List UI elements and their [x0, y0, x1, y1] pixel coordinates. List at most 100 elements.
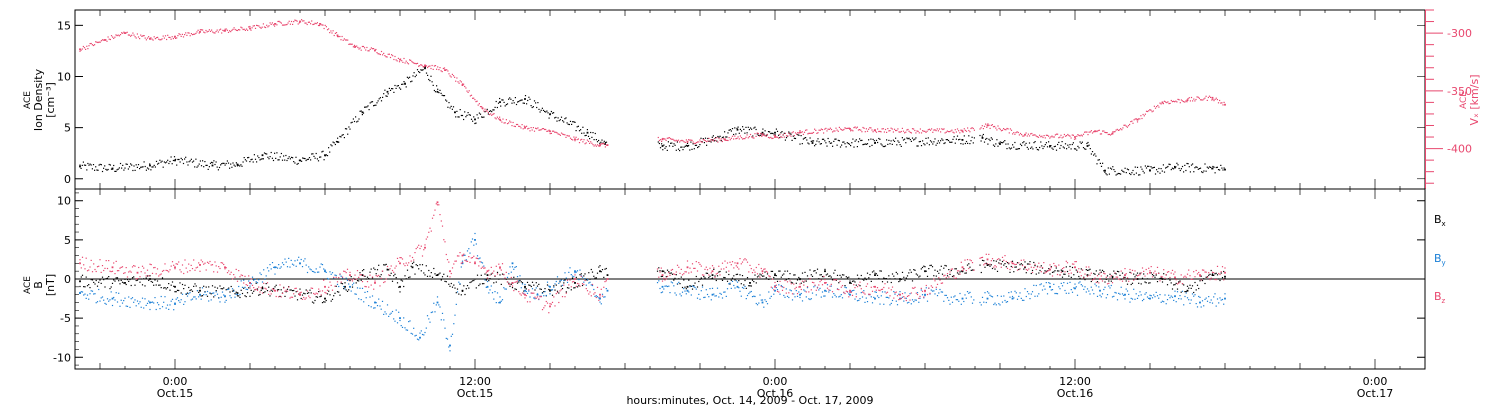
by-sample — [139, 301, 140, 302]
bz-sample — [142, 266, 143, 267]
by-sample — [1028, 293, 1029, 294]
density-sample — [1075, 148, 1076, 149]
density-sample — [1200, 168, 1201, 169]
density-sample — [1020, 144, 1021, 145]
bz-sample — [909, 300, 910, 301]
density-sample — [687, 143, 688, 144]
bx-sample — [553, 285, 554, 286]
bz-sample — [836, 279, 837, 280]
vx-sample — [272, 22, 273, 23]
by-sample — [149, 309, 150, 310]
bz-sample — [164, 263, 165, 264]
bx-sample — [539, 288, 540, 289]
bz-sample — [731, 264, 732, 265]
by-sample — [854, 299, 855, 300]
bz-sample — [1207, 277, 1208, 278]
by-point — [524, 290, 526, 292]
density-sample — [1121, 170, 1122, 171]
bz-sample — [237, 281, 238, 282]
density-sample — [542, 108, 543, 109]
by-sample — [438, 304, 439, 305]
bz-sample — [514, 282, 515, 283]
by-sample — [783, 295, 784, 296]
by-sample — [722, 297, 723, 298]
bx-sample — [447, 276, 448, 277]
bx-sample — [1003, 265, 1004, 266]
density-sample — [849, 144, 850, 145]
bx-sample — [79, 286, 80, 287]
density-sample — [426, 73, 427, 74]
vx-sample — [1108, 134, 1109, 135]
bx-sample — [1027, 263, 1028, 264]
density-sample — [1083, 147, 1084, 148]
bx-sample — [1036, 274, 1037, 275]
bz-sample — [346, 272, 347, 273]
bx-sample — [721, 278, 722, 279]
vx-sample — [178, 33, 179, 34]
bz-sample — [503, 274, 504, 275]
by-sample — [1171, 296, 1172, 297]
bz-sample — [399, 257, 400, 258]
density-sample — [708, 141, 709, 142]
bz-sample — [563, 285, 564, 286]
bx-point — [412, 266, 414, 268]
by-sample — [1023, 300, 1024, 301]
by-sample — [1043, 286, 1044, 287]
bx-sample — [189, 290, 190, 291]
density-point — [149, 165, 151, 167]
bz-sample — [176, 263, 177, 264]
vx-sample — [221, 32, 222, 33]
bz-sample — [239, 276, 240, 277]
density-sample — [130, 163, 131, 164]
by-sample — [708, 296, 709, 297]
bz-sample — [729, 262, 730, 263]
by-sample — [528, 291, 529, 292]
vx-sample — [1193, 99, 1194, 100]
bz-sample — [439, 214, 440, 215]
bx-sample — [1181, 292, 1182, 293]
density-sample — [450, 107, 451, 108]
density-sample — [482, 117, 483, 118]
bx-sample — [473, 280, 474, 281]
density-sample — [219, 167, 220, 168]
by-sample — [229, 295, 230, 296]
by-sample — [1068, 293, 1069, 294]
density-sample — [275, 158, 276, 159]
vx-sample — [1162, 102, 1163, 103]
vx-sample — [605, 146, 606, 147]
vx-sample — [841, 129, 842, 130]
bz-sample — [1092, 279, 1093, 280]
legend-bx: Bx — [1434, 213, 1446, 228]
bx-sample — [199, 287, 200, 288]
bx-sample — [753, 281, 754, 282]
bx-sample — [924, 266, 925, 267]
by-sample — [699, 299, 700, 300]
bx-sample — [217, 288, 218, 289]
bz-sample — [247, 285, 248, 286]
by-sample — [822, 291, 823, 292]
bx-sample — [1154, 277, 1155, 278]
density-sample — [97, 170, 98, 171]
bx-sample — [814, 270, 815, 271]
density-sample — [1011, 148, 1012, 149]
by-sample — [702, 286, 703, 287]
bz-sample — [411, 261, 412, 262]
vx-sample — [681, 140, 682, 141]
bz-sample — [1052, 275, 1053, 276]
bz-sample — [819, 281, 820, 282]
by-sample — [336, 275, 337, 276]
bz-sample — [1159, 280, 1160, 281]
density-sample — [947, 139, 948, 140]
density-sample — [1158, 168, 1159, 169]
density-sample — [741, 130, 742, 131]
bx-sample — [286, 291, 287, 292]
vx-sample — [203, 32, 204, 33]
bz-sample — [366, 286, 367, 287]
vx-sample — [1179, 99, 1180, 100]
density-sample — [1055, 146, 1056, 147]
density-sample — [280, 156, 281, 157]
by-sample — [506, 289, 507, 290]
by-sample — [249, 286, 250, 287]
by-sample — [464, 255, 465, 256]
by-sample — [1219, 297, 1220, 298]
